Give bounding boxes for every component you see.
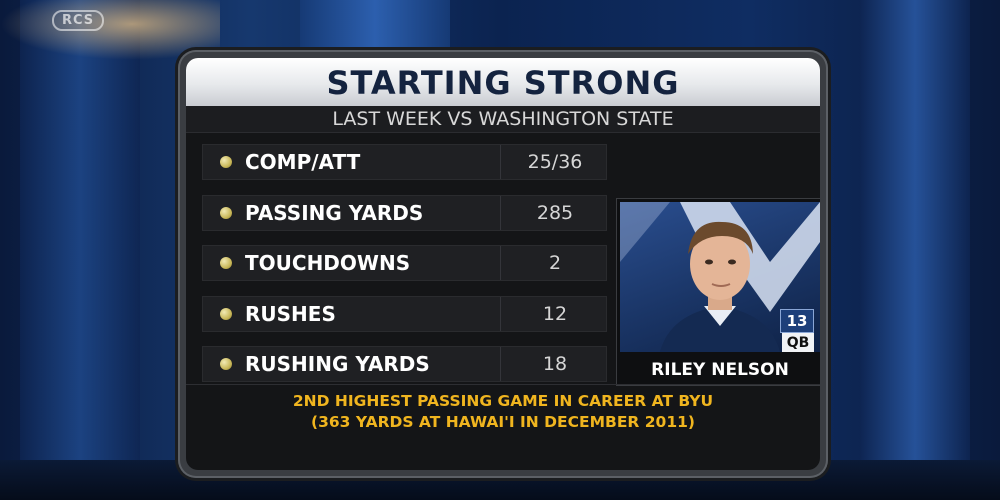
career-note: 2ND HIGHEST PASSING GAME IN CAREER AT BY… [186,391,820,433]
divider [186,384,820,385]
bullet-icon [220,206,232,219]
background-pillar-right [860,0,970,500]
background-pillar-left [20,0,140,500]
stat-label: PASSING YARDS [245,200,424,225]
position-badge: QB [782,333,814,352]
player-headshot-icon [620,202,820,352]
jersey-number: 13 [780,309,814,333]
stat-value: 2 [500,246,609,280]
stat-label: TOUCHDOWNS [245,251,411,275]
stat-value: 25/36 [500,145,609,179]
stat-value: 18 [500,347,609,381]
player-name: RILEY NELSON [651,360,789,380]
stat-row: RUSHES 12 [202,295,609,332]
career-note-line-2: (363 YARDS AT HAWAI'I IN DECEMBER 2011) [311,413,695,431]
player-card: 13 QB RILEY NELSON [616,198,820,386]
bullet-icon [220,257,232,269]
background-light-glow [0,0,220,60]
stats-list: COMP/ATT 25/36 PASSING YARDS 285 TOUCHDO… [202,144,607,397]
stat-label: RUSHES [245,301,336,326]
stat-row: TOUCHDOWNS 2 [202,245,607,281]
stat-value: 285 [500,195,609,230]
stat-label: RUSHING YARDS [245,352,430,376]
stat-row: PASSING YARDS 285 [202,194,609,231]
stat-label: COMP/ATT [245,150,361,174]
stat-value: 12 [500,296,609,331]
career-note-line-1: 2ND HIGHEST PASSING GAME IN CAREER AT BY… [292,392,714,410]
bullet-icon [220,307,232,320]
stat-row: COMP/ATT 25/36 [202,144,607,180]
stats-graphic-panel: STARTING STRONG LAST WEEK VS WASHINGTON … [186,58,820,470]
bullet-icon [220,156,232,168]
player-photo: 13 QB [620,202,820,352]
stat-row: RUSHING YARDS 18 [202,346,607,382]
network-logo: RCS [52,10,105,31]
bullet-icon [220,358,232,370]
graphic-title: STARTING STRONG [186,58,820,106]
graphic-subtitle: LAST WEEK VS WASHINGTON STATE [186,106,820,133]
